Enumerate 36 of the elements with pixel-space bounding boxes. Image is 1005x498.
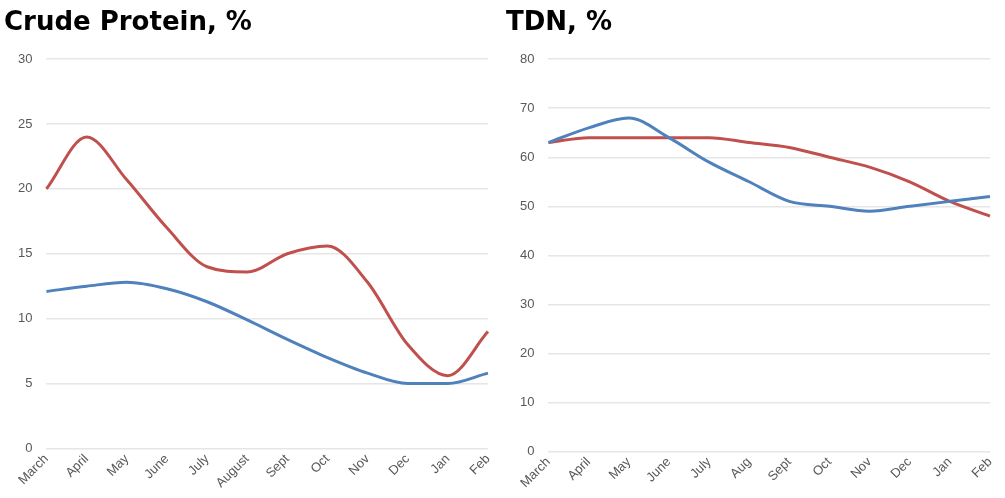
chart-title: TDN, % <box>506 6 613 37</box>
x-tick-label: May <box>103 450 132 479</box>
y-tick-label: 5 <box>25 375 33 391</box>
y-tick-label: 20 <box>519 344 535 360</box>
y-tick-label: 40 <box>519 246 535 262</box>
x-tick-label: May <box>605 453 634 482</box>
x-tick-label: Dec <box>887 453 915 481</box>
y-tick-label: 30 <box>519 295 535 311</box>
x-tick-label: Oct <box>809 453 835 479</box>
x-tick-label: Aug <box>726 453 754 481</box>
x-tick-label: July <box>686 453 715 481</box>
y-tick-label: 30 <box>17 50 33 66</box>
y-tick-label: 0 <box>527 443 535 459</box>
y-tick-label: 70 <box>519 99 535 115</box>
y-tick-label: 10 <box>519 393 535 409</box>
x-tick-label: Nov <box>847 453 875 481</box>
line-series <box>44 135 490 378</box>
x-tick-label: Feb <box>968 453 995 481</box>
x-tick-label: July <box>184 450 213 478</box>
y-tick-label: 60 <box>519 148 535 164</box>
x-tick-label: Jan <box>929 453 955 480</box>
x-tick-label: Jan <box>427 450 453 477</box>
y-tick-label: 50 <box>519 197 535 213</box>
y-tick-label: 0 <box>25 439 33 455</box>
x-tick-label: Nov <box>345 450 373 478</box>
x-tick-label: Dec <box>385 450 413 478</box>
line-series <box>44 280 490 385</box>
x-tick-label: Feb <box>466 450 493 478</box>
x-tick-label: Oct <box>307 450 333 476</box>
y-tick-label: 80 <box>519 50 535 66</box>
y-tick-label: 25 <box>17 115 33 131</box>
chart-title: Crude Protein, % <box>4 6 252 37</box>
y-tick-label: 10 <box>17 310 33 326</box>
line-series <box>546 116 992 213</box>
y-tick-label: 20 <box>17 180 33 196</box>
y-tick-label: 15 <box>17 245 33 261</box>
